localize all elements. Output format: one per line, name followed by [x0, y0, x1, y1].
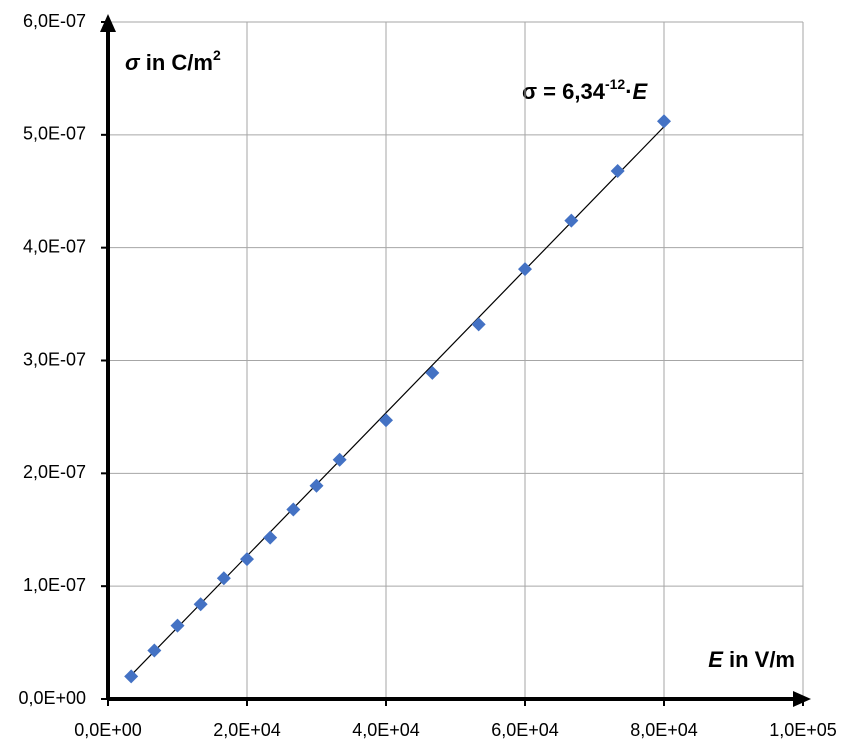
data-point: [170, 618, 185, 633]
x-tick-label: 2,0E+04: [213, 720, 281, 740]
annotation: σ = 6,34-12·E: [522, 76, 649, 104]
data-point: [193, 597, 208, 612]
y-tick-label: 4,0E-07: [23, 236, 86, 256]
y-tick-label: 5,0E-07: [23, 124, 86, 144]
data-point: [471, 317, 486, 332]
data-point: [332, 452, 347, 467]
y-tick-label: 2,0E-07: [23, 462, 86, 482]
data-point: [657, 114, 671, 129]
data-point: [124, 669, 139, 684]
x-tick-label: 0,0E+00: [74, 720, 142, 740]
y-axis-arrow: [100, 14, 116, 32]
x-axis-arrow: [793, 691, 811, 707]
y-tick-label: 0,0E+00: [18, 688, 86, 708]
x-tick-label: 8,0E+04: [630, 720, 698, 740]
y-tick-label: 1,0E-07: [23, 575, 86, 595]
data-point: [309, 478, 324, 493]
x-tick-label: 6,0E+04: [491, 720, 559, 740]
data-point: [263, 530, 278, 545]
data-point: [240, 552, 254, 567]
data-point: [286, 502, 301, 517]
data-point: [564, 213, 579, 228]
trendline: [130, 126, 665, 676]
data-point: [518, 262, 532, 277]
y-axis-label: σ in C/m2: [125, 47, 221, 75]
data-point: [379, 413, 393, 428]
y-tick-label: 3,0E-07: [23, 349, 86, 369]
data-point: [425, 365, 440, 380]
x-axis-label: E in V/m: [708, 647, 795, 672]
data-point: [610, 163, 625, 178]
y-tick-label: 6,0E-07: [23, 11, 86, 31]
x-tick-label: 4,0E+04: [352, 720, 420, 740]
data-point: [216, 571, 231, 586]
x-tick-label: 1,0E+05: [769, 720, 837, 740]
data-point: [147, 643, 162, 658]
